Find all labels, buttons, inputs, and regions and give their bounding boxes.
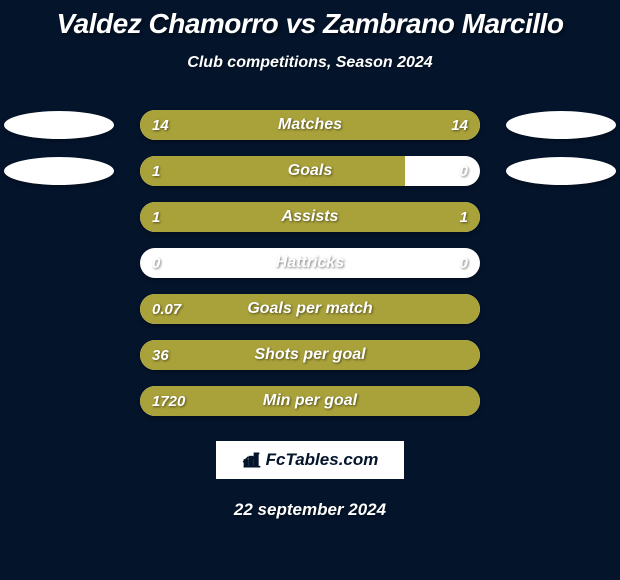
stat-bar-fill-left — [140, 202, 310, 232]
date-label: 22 september 2024 — [0, 500, 620, 520]
stat-bar-fill-left — [140, 386, 480, 416]
comparison-infographic: Valdez Chamorro vs Zambrano Marcillo Clu… — [0, 0, 620, 580]
stat-row: 0 0Hattricks — [0, 248, 620, 278]
logo-box: FcTables.com — [215, 440, 405, 480]
stat-row: 11Assists — [0, 202, 620, 232]
stat-row: 0.07Goals per match — [0, 294, 620, 324]
page-subtitle: Club competitions, Season 2024 — [0, 54, 620, 72]
player-ellipse-left — [4, 157, 114, 185]
stat-bar-track: 1414Matches — [140, 110, 480, 140]
stat-value-right: 0 — [460, 156, 468, 186]
stats-bars-container: 1414Matches10Goals11Assists00Hattricks0.… — [0, 110, 620, 416]
stat-bar-track: 0 0Hattricks — [140, 248, 480, 278]
stat-bar-fill-left — [140, 110, 310, 140]
stat-bar-track: 11Assists — [140, 202, 480, 232]
stat-bar-fill-left — [140, 156, 405, 186]
stat-bar-track: 36Shots per goal — [140, 340, 480, 370]
stat-value-left: 0 — [152, 248, 160, 278]
stat-row: 1414Matches — [0, 110, 620, 140]
stat-label: Hattricks — [140, 248, 480, 278]
player-ellipse-right — [506, 157, 616, 185]
stat-bar-track: 10Goals — [140, 156, 480, 186]
player-ellipse-left — [4, 111, 114, 139]
stat-value-right: 0 — [460, 248, 468, 278]
stat-bar-fill-left — [140, 294, 480, 324]
stat-row: 10Goals — [0, 156, 620, 186]
chart-icon — [242, 451, 262, 469]
stat-bar-fill-right — [310, 110, 480, 140]
page-title: Valdez Chamorro vs Zambrano Marcillo — [0, 8, 620, 40]
stat-row: 36Shots per goal — [0, 340, 620, 370]
stat-bar-track: 0.07Goals per match — [140, 294, 480, 324]
stat-bar-fill-left — [140, 340, 480, 370]
player-ellipse-right — [506, 111, 616, 139]
logo-text: FcTables.com — [266, 450, 379, 470]
stat-bar-track: 1720Min per goal — [140, 386, 480, 416]
stat-row: 1720Min per goal — [0, 386, 620, 416]
stat-bar-fill-right — [310, 202, 480, 232]
